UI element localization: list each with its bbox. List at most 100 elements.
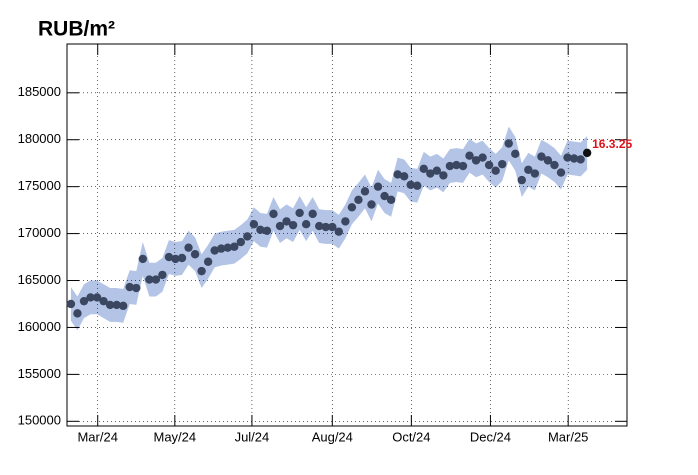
data-point	[243, 232, 252, 241]
x-tick-label: Aug/24	[312, 429, 353, 444]
x-tick-label: Mar/24	[77, 429, 117, 444]
x-tick-label: May/24	[153, 429, 196, 444]
data-point	[210, 246, 219, 255]
y-tick-label: 175000	[18, 178, 61, 193]
data-point	[347, 203, 357, 212]
data-point	[66, 299, 76, 309]
data-point	[576, 155, 585, 164]
data-point	[92, 293, 102, 302]
data-point	[419, 164, 428, 174]
data-point	[367, 200, 376, 209]
data-point	[373, 182, 383, 191]
data-point	[288, 220, 298, 230]
y-tick-label: 185000	[18, 84, 61, 99]
chart-title: RUB/m²	[38, 18, 115, 41]
x-tick-label: Mar/25	[548, 429, 588, 444]
data-point	[138, 254, 147, 264]
data-point	[393, 170, 402, 179]
data-point	[334, 227, 344, 236]
data-point	[223, 243, 232, 252]
data-point	[86, 293, 95, 302]
data-point	[452, 160, 461, 170]
data-point	[563, 153, 572, 162]
data-point	[458, 161, 468, 171]
data-point	[151, 275, 161, 284]
y-tick-label: 165000	[18, 272, 61, 287]
data-point	[360, 187, 370, 196]
data-point	[426, 169, 435, 178]
x-tick-label: Jul/24	[235, 429, 270, 444]
data-point	[543, 156, 553, 165]
data-point	[569, 154, 579, 163]
data-point	[262, 226, 272, 235]
data-point	[478, 153, 487, 162]
data-point	[197, 266, 206, 276]
y-tick-label: 150000	[18, 413, 61, 428]
data-point	[177, 253, 187, 263]
data-point	[491, 166, 500, 175]
data-point	[511, 149, 520, 159]
data-point	[328, 222, 337, 232]
data-point	[301, 220, 311, 229]
data-point	[524, 165, 533, 174]
data-point	[315, 221, 324, 231]
data-point	[171, 254, 180, 264]
data-point	[354, 195, 363, 205]
data-point	[256, 225, 265, 235]
data-point	[471, 156, 481, 165]
data-point	[125, 282, 134, 292]
data-point	[99, 296, 108, 306]
x-tick-label: Dec/24	[470, 429, 511, 444]
data-point	[295, 208, 304, 218]
data-point	[386, 195, 396, 205]
data-point	[484, 160, 494, 170]
data-point	[112, 300, 121, 310]
data-point	[230, 242, 239, 251]
y-tick-label: 155000	[18, 366, 61, 381]
data-point	[321, 222, 330, 232]
plot-frame	[66, 43, 628, 427]
data-point	[275, 221, 285, 231]
data-point	[497, 159, 507, 169]
data-point	[164, 252, 174, 262]
data-point	[413, 181, 422, 190]
data-point	[556, 168, 566, 177]
data-point	[445, 161, 455, 171]
annotation: 16.3.25	[592, 137, 632, 151]
data-point	[308, 209, 317, 219]
data-point	[79, 296, 89, 306]
data-point	[158, 270, 167, 280]
data-point	[465, 151, 474, 160]
data-point	[582, 148, 592, 158]
data-point	[269, 209, 278, 219]
data-point	[432, 166, 442, 175]
data-point	[282, 217, 291, 226]
data-point	[380, 191, 389, 201]
data-point	[537, 152, 546, 161]
data-point	[249, 220, 259, 229]
data-point	[73, 309, 82, 318]
data-point	[236, 237, 246, 247]
data-point	[118, 301, 128, 311]
data-point	[184, 243, 193, 252]
data-point	[203, 257, 213, 266]
y-tick-label: 180000	[18, 131, 61, 146]
data-point	[190, 250, 200, 259]
data-point	[530, 169, 540, 178]
data-point	[406, 180, 415, 189]
data-point	[105, 300, 115, 310]
y-tick-label: 170000	[18, 225, 61, 240]
data-point	[341, 217, 350, 226]
data-point	[439, 171, 448, 180]
data-point	[217, 244, 226, 253]
data-point	[504, 139, 513, 148]
x-tick-label: Oct/24	[392, 429, 430, 444]
data-point	[145, 275, 154, 284]
data-point	[517, 175, 526, 185]
y-tick-label: 160000	[18, 319, 61, 334]
data-point	[132, 283, 141, 293]
data-point	[399, 172, 409, 181]
data-point	[550, 160, 559, 170]
